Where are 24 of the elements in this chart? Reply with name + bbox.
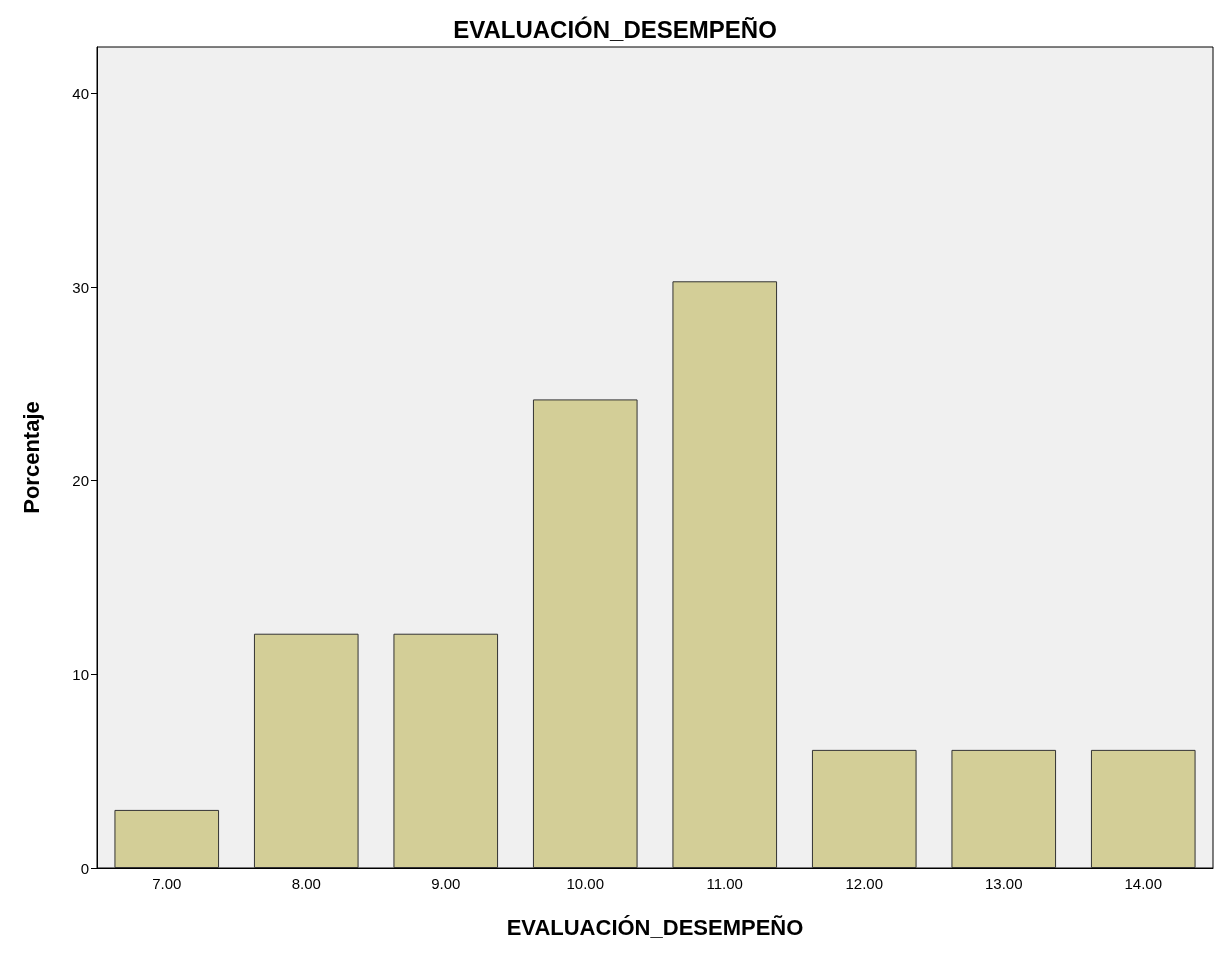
y-tick-label: 10	[72, 665, 89, 683]
bar	[811, 749, 917, 868]
bar	[114, 809, 220, 868]
y-tick-label: 40	[72, 84, 89, 102]
x-tick-label: 10.00	[566, 875, 605, 892]
x-tick-label: 12.00	[845, 875, 884, 892]
bar	[672, 281, 778, 868]
bar	[253, 633, 359, 868]
bar	[393, 633, 499, 868]
x-tick-label: 8.00	[291, 875, 321, 892]
chart-title: EVALUACIÓN_DESEMPEÑO	[453, 15, 777, 43]
x-tick-label: 9.00	[431, 875, 461, 892]
x-tick-label: 11.00	[706, 875, 743, 892]
x-tick-label: 14.00	[1124, 875, 1163, 892]
x-tick-label: 7.00	[152, 875, 182, 892]
y-tick-label: 30	[72, 278, 89, 296]
bar	[532, 399, 638, 868]
bar	[951, 749, 1057, 868]
y-tick-label: 20	[72, 472, 89, 490]
y-tick-label: 0	[80, 859, 89, 877]
x-axis-title: EVALUACIÓN_DESEMPEÑO	[506, 914, 804, 940]
bar	[1090, 749, 1196, 868]
x-tick-label: 13.00	[984, 875, 1023, 892]
y-axis-title: Porcentaje	[18, 401, 44, 514]
